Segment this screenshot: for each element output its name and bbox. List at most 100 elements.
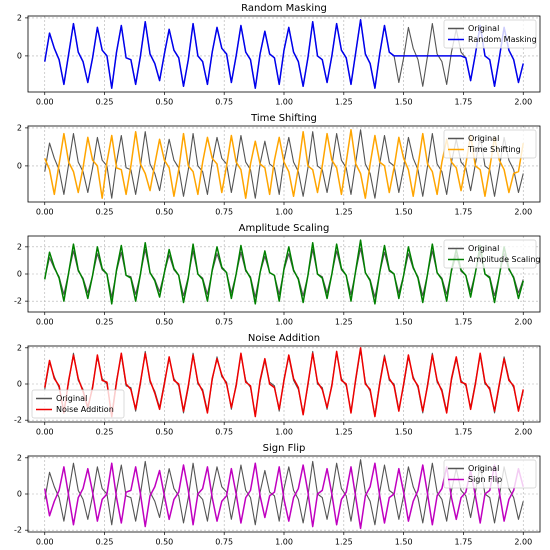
x-tick-label: 2.00 <box>514 428 532 437</box>
subplot: Amplitude Scaling 0.00 0.25 0.50 0.75 1.00 1.2… <box>14 223 541 327</box>
x-tick-label: 0.25 <box>96 428 114 437</box>
legend-box <box>443 459 537 489</box>
y-tick-label: -2 <box>14 416 22 425</box>
x-tick-label: 1.75 <box>455 98 473 107</box>
x-tick-label: 0.25 <box>96 98 114 107</box>
legend-box <box>31 389 125 419</box>
x-tick-label: 0.50 <box>155 318 173 327</box>
plot-area <box>44 459 524 530</box>
subplot: Time Shifting 0.00 0.25 0.50 0.75 1.00 1.25 1.5… <box>17 113 541 217</box>
x-tick-label: 1.25 <box>335 318 353 327</box>
legend-label: Sign Flip <box>468 475 502 484</box>
subplot: Sign Flip 0.00 0.25 0.50 0.75 1.00 1.25 1.50 1.7… <box>14 443 541 547</box>
legend-label: Original <box>468 24 499 33</box>
legend-label: Amplitude Scaling <box>468 255 541 264</box>
legend-label: Time Shifting <box>467 145 521 154</box>
x-tick-label: 1.75 <box>455 428 473 437</box>
x-tick-label: 0.75 <box>215 538 233 547</box>
x-tick-label: 0.25 <box>96 318 114 327</box>
x-tick-label: 2.00 <box>514 98 532 107</box>
x-tick-label: 0.00 <box>36 538 54 547</box>
y-tick-label: -2 <box>14 526 22 535</box>
x-tick-label: 1.75 <box>455 318 473 327</box>
y-tick-label: 2 <box>17 123 22 132</box>
x-tick-label: 1.25 <box>335 428 353 437</box>
plot-area <box>44 19 524 89</box>
series-line <box>44 129 524 199</box>
axes-frame <box>27 235 541 313</box>
legend-box <box>443 19 537 49</box>
x-tick-label: 0.50 <box>155 98 173 107</box>
legend: Original Random Masking <box>443 19 537 49</box>
x-tick-label: 0.25 <box>96 208 114 217</box>
legend-box <box>443 129 537 159</box>
legend: Original Sign Flip <box>443 459 537 489</box>
x-tick-label: 0.00 <box>36 428 54 437</box>
x-tick-label: 2.00 <box>514 208 532 217</box>
x-tick-label: 1.25 <box>335 98 353 107</box>
x-tick-label: 1.00 <box>275 428 293 437</box>
legend-label: Noise Addition <box>56 405 114 414</box>
x-tick-label: 1.25 <box>335 538 353 547</box>
x-tick-label: 2.00 <box>514 538 532 547</box>
y-tick-label: 0 <box>17 161 22 170</box>
x-tick-label: 1.50 <box>395 428 413 437</box>
subplot: Random Masking 0.00 0.25 0.50 0.75 1.00 1.25 1.… <box>17 3 541 107</box>
axes-frame <box>27 455 541 533</box>
y-tick-label: 0 <box>17 270 22 279</box>
legend: Original Amplitude Scaling <box>443 239 541 269</box>
subplot-title: Noise Addition <box>248 333 320 344</box>
legend-label: Original <box>468 464 499 473</box>
subplot-title: Sign Flip <box>263 443 306 454</box>
axes-frame <box>27 125 541 203</box>
x-tick-label: 0.00 <box>36 318 54 327</box>
y-tick-label: 0 <box>17 380 22 389</box>
x-tick-label: 1.00 <box>275 208 293 217</box>
series-line <box>44 459 524 526</box>
x-tick-label: 0.00 <box>36 98 54 107</box>
axes-frame <box>27 345 541 423</box>
legend-label: Random Masking <box>468 35 537 44</box>
x-tick-label: 0.75 <box>215 98 233 107</box>
axes-frame <box>27 15 541 93</box>
plot-area <box>44 129 524 199</box>
x-tick-label: 0.00 <box>36 208 54 217</box>
series-line <box>44 239 524 305</box>
y-tick-label: 0 <box>17 490 22 499</box>
legend-label: Original <box>56 394 87 403</box>
x-tick-label: 1.50 <box>395 208 413 217</box>
y-tick-label: 2 <box>17 242 22 251</box>
x-tick-label: 2.00 <box>514 318 532 327</box>
y-tick-label: -2 <box>14 297 22 306</box>
subplot-title: Random Masking <box>241 3 327 14</box>
subplot-title: Time Shifting <box>250 113 317 124</box>
y-tick-label: 2 <box>17 343 22 352</box>
x-tick-label: 0.75 <box>215 208 233 217</box>
y-tick-label: 2 <box>17 453 22 462</box>
subplot-title: Amplitude Scaling <box>239 223 330 234</box>
series-line <box>44 462 524 530</box>
x-tick-label: 1.75 <box>455 208 473 217</box>
x-tick-label: 0.50 <box>155 538 173 547</box>
x-tick-label: 1.00 <box>275 318 293 327</box>
x-tick-label: 1.50 <box>395 318 413 327</box>
legend: Original Time Shifting <box>443 129 537 159</box>
x-tick-label: 1.50 <box>395 98 413 107</box>
x-tick-label: 0.75 <box>215 318 233 327</box>
x-tick-label: 1.75 <box>455 538 473 547</box>
y-tick-label: 2 <box>17 13 22 22</box>
legend-label: Original <box>468 134 499 143</box>
x-tick-label: 0.25 <box>96 538 114 547</box>
x-tick-label: 1.50 <box>395 538 413 547</box>
x-tick-label: 0.50 <box>155 428 173 437</box>
y-tick-label: 0 <box>17 51 22 60</box>
series-line <box>44 347 524 418</box>
x-tick-label: 1.00 <box>275 98 293 107</box>
subplot: Noise Addition 0.00 0.25 0.50 0.75 1.00 1.25 1.… <box>14 333 541 437</box>
legend: Original Noise Addition <box>31 389 125 419</box>
x-tick-label: 0.50 <box>155 208 173 217</box>
legend-label: Original <box>468 244 499 253</box>
x-tick-label: 0.75 <box>215 428 233 437</box>
series-line <box>44 19 524 89</box>
